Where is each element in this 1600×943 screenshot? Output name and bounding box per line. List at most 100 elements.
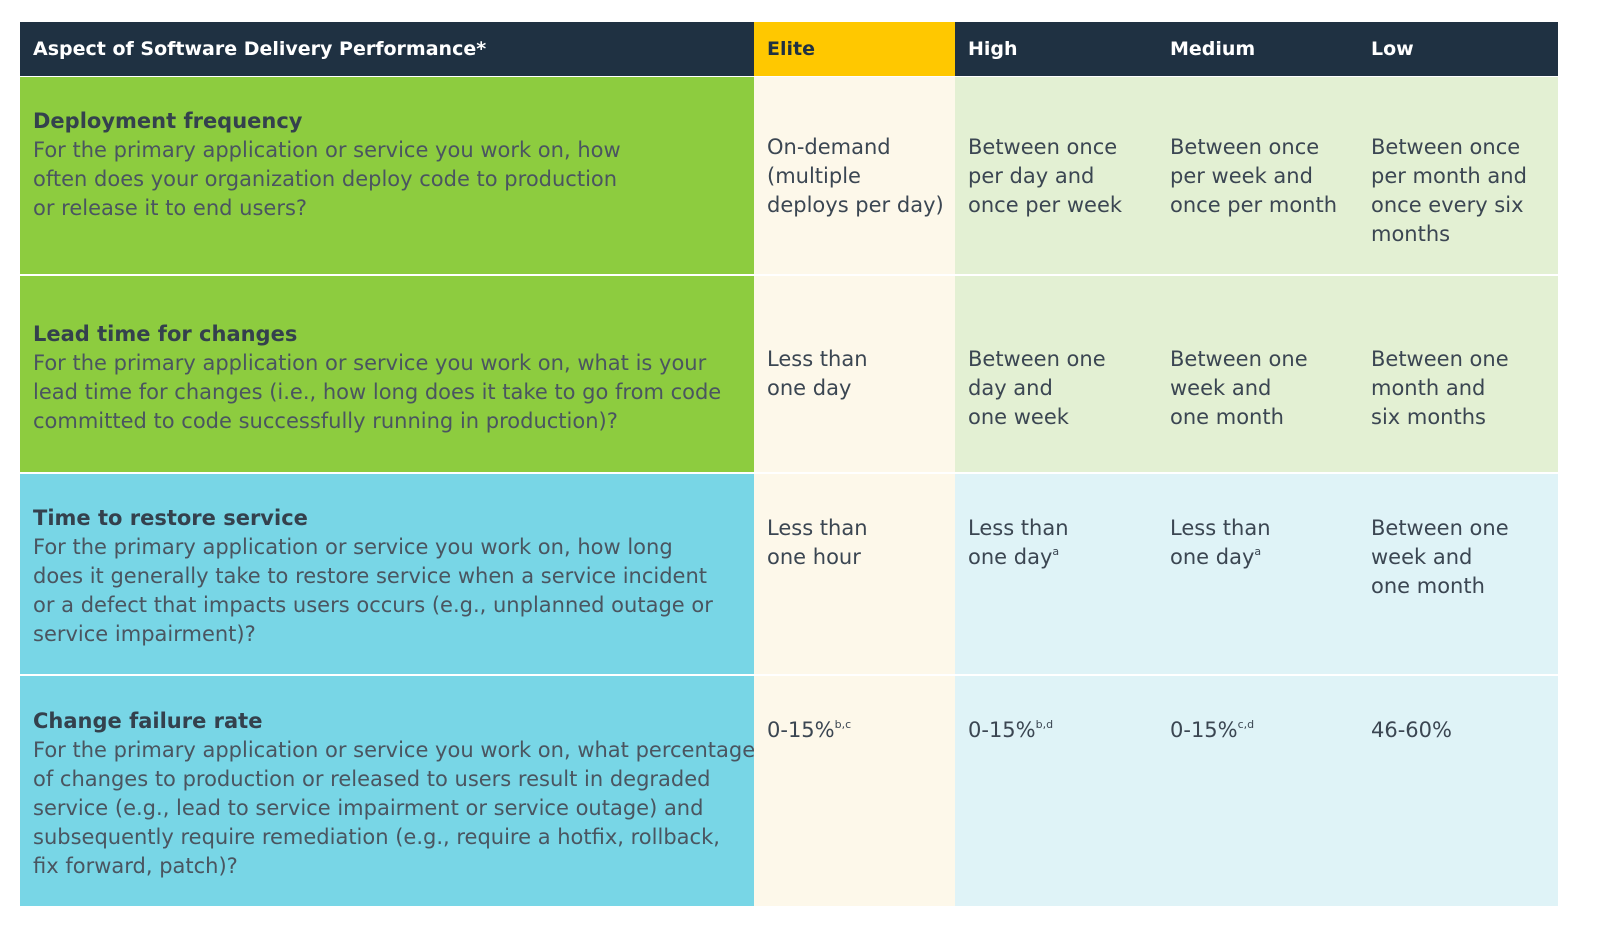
cell-line: once every six bbox=[1371, 193, 1524, 217]
value-cell: Less than one hour bbox=[754, 474, 955, 674]
header-text: Aspect of Software Delivery Performance* bbox=[33, 38, 487, 60]
cell-line: one month bbox=[1371, 574, 1485, 598]
cell-line: Between one bbox=[1170, 347, 1308, 371]
aspect-cell: Deployment frequency For the primary appl… bbox=[20, 77, 754, 274]
cell-line: 46-60% bbox=[1371, 718, 1452, 742]
aspect-cell: Time to restore service For the primary a… bbox=[20, 474, 754, 674]
cell-line: Between one bbox=[1371, 516, 1509, 540]
cell-line: deploys per day) bbox=[767, 193, 944, 217]
cell-line: Between one bbox=[968, 347, 1106, 371]
cell-text: Less than bbox=[767, 345, 955, 374]
cell-text: 0-15%b,d bbox=[968, 716, 1157, 745]
row-description: of changes to production or released to … bbox=[33, 767, 711, 791]
footnote-mark: c,d bbox=[1237, 718, 1255, 731]
row-description: service impairment)? bbox=[33, 622, 256, 646]
cell-text: 0-15%b,c bbox=[767, 716, 955, 745]
cell-text: Between one bbox=[1371, 514, 1558, 543]
value-cell: 0-15%b,d bbox=[955, 676, 1157, 906]
footnote-mark: a bbox=[1052, 545, 1060, 558]
cell-line: day and bbox=[968, 376, 1053, 400]
row-description: or a defect that impacts users occurs (e… bbox=[33, 593, 713, 617]
cell-text: per week and bbox=[1170, 162, 1358, 191]
cell-text: once per week bbox=[968, 191, 1157, 220]
cell-text: one daya bbox=[968, 543, 1157, 572]
cell-text: once every six bbox=[1371, 191, 1558, 220]
cell-line: Between once bbox=[1170, 135, 1320, 159]
cell-line: Less than bbox=[968, 516, 1069, 540]
cell-text: one week bbox=[968, 403, 1157, 432]
footnote-mark: a bbox=[1254, 545, 1262, 558]
row-description: subsequently require remediation (e.g., … bbox=[33, 825, 720, 849]
cell-text: month and bbox=[1371, 374, 1558, 403]
cell-line: once per month bbox=[1170, 193, 1338, 217]
cell-text: Between one bbox=[1170, 345, 1358, 374]
cell-text: Less than bbox=[968, 514, 1157, 543]
cell-text: 46-60% bbox=[1371, 716, 1558, 745]
row-description: lead time for changes (i.e., how long do… bbox=[33, 380, 722, 404]
value-cell: Between one week and one month bbox=[1358, 474, 1558, 674]
cell-line: one week bbox=[968, 405, 1069, 429]
value-cell: Between once per day and once per week bbox=[955, 77, 1157, 274]
cell-line: Between once bbox=[1371, 135, 1521, 159]
row-description: committed to code successfully running i… bbox=[33, 409, 618, 433]
aspect-cell: Change failure rate For the primary appli… bbox=[20, 676, 755, 906]
row-description: For the primary application or service y… bbox=[33, 535, 673, 559]
cell-text: one day bbox=[767, 374, 955, 403]
value-cell: Between one week and one month bbox=[1157, 276, 1358, 472]
cell-line: 0-15% bbox=[968, 718, 1036, 742]
cell-text: Between once bbox=[968, 133, 1157, 162]
cell-line: Less than bbox=[767, 516, 868, 540]
cell-line: one day bbox=[767, 376, 852, 400]
cell-text: Between once bbox=[1170, 133, 1358, 162]
value-cell: Between one month and six months bbox=[1358, 276, 1558, 472]
header-text: Medium bbox=[1170, 38, 1256, 60]
value-cell: Between one day and one week bbox=[955, 276, 1157, 472]
cell-line: 0-15% bbox=[1170, 718, 1238, 742]
cell-text: week and bbox=[1170, 374, 1358, 403]
cell-line: week and bbox=[1371, 545, 1473, 569]
cell-text: six months bbox=[1371, 403, 1558, 432]
cell-line: 0-15% bbox=[767, 718, 835, 742]
header-text: Elite bbox=[767, 38, 815, 60]
cell-line: one day bbox=[1170, 545, 1255, 569]
cell-text: (multiple bbox=[767, 162, 955, 191]
cell-line: Less than bbox=[1170, 516, 1271, 540]
value-cell: Between once per week and once per month bbox=[1157, 77, 1358, 274]
cell-text: 0-15%c,d bbox=[1170, 716, 1358, 745]
cell-line: months bbox=[1371, 222, 1451, 246]
value-cell: On-demand (multiple deploys per day) bbox=[754, 77, 955, 274]
cell-text: Between one bbox=[968, 345, 1157, 374]
row-description: fix forward, patch)? bbox=[33, 854, 238, 878]
value-cell: Less than one daya bbox=[955, 474, 1157, 674]
footnote-mark: b,c bbox=[834, 718, 852, 731]
cell-text: Between once bbox=[1371, 133, 1558, 162]
row-description: service (e.g., lead to service impairmen… bbox=[33, 796, 704, 820]
row-description: or release it to end users? bbox=[33, 196, 308, 220]
cell-line: one month bbox=[1170, 405, 1284, 429]
cell-text: week and bbox=[1371, 543, 1558, 572]
row-title: Lead time for changes bbox=[33, 322, 298, 346]
value-cell: Between once per month and once every six m… bbox=[1358, 77, 1558, 274]
row-description: For the primary application or service y… bbox=[33, 138, 621, 162]
cell-text: months bbox=[1371, 220, 1558, 249]
cell-line: (multiple bbox=[767, 164, 861, 188]
cell-text: On-demand bbox=[767, 133, 955, 162]
row-title: Change failure rate bbox=[33, 709, 263, 733]
cell-text: once per month bbox=[1170, 191, 1358, 220]
cell-text: Less than bbox=[767, 514, 955, 543]
value-cell: Less than one day bbox=[754, 276, 955, 472]
value-cell: 0-15%b,c bbox=[754, 676, 955, 906]
cell-line: On-demand bbox=[767, 135, 891, 159]
row-description: For the primary application or service y… bbox=[33, 351, 707, 375]
aspect-cell: Lead time for changes For the primary app… bbox=[20, 276, 754, 472]
header-cell: Elite bbox=[754, 22, 955, 76]
cell-line: month and bbox=[1371, 376, 1486, 400]
row-title: Deployment frequency bbox=[33, 109, 303, 133]
value-cell: Less than one daya bbox=[1157, 474, 1358, 674]
cell-text: one month bbox=[1170, 403, 1358, 432]
cell-line: one day bbox=[968, 545, 1053, 569]
header-cell: Medium bbox=[1157, 22, 1358, 76]
cell-line: Between once bbox=[968, 135, 1118, 159]
value-cell: 0-15%c,d bbox=[1157, 676, 1358, 906]
